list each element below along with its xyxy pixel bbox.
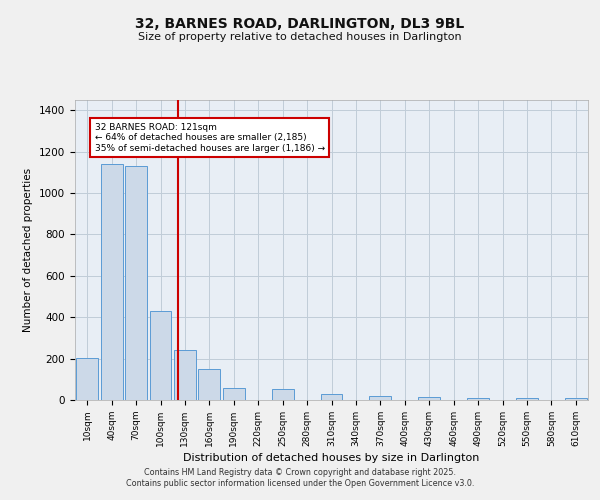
- X-axis label: Distribution of detached houses by size in Darlington: Distribution of detached houses by size …: [184, 453, 479, 463]
- Bar: [223, 388, 245, 400]
- Bar: [467, 398, 489, 400]
- Bar: [174, 350, 196, 400]
- Bar: [418, 397, 440, 400]
- Bar: [125, 166, 147, 400]
- Bar: [516, 398, 538, 400]
- Bar: [199, 369, 220, 400]
- Y-axis label: Number of detached properties: Number of detached properties: [23, 168, 34, 332]
- Text: 32, BARNES ROAD, DARLINGTON, DL3 9BL: 32, BARNES ROAD, DARLINGTON, DL3 9BL: [136, 18, 464, 32]
- Bar: [272, 388, 293, 400]
- Bar: [101, 164, 122, 400]
- Text: Contains HM Land Registry data © Crown copyright and database right 2025.
Contai: Contains HM Land Registry data © Crown c…: [126, 468, 474, 487]
- Bar: [565, 398, 587, 400]
- Bar: [320, 394, 343, 400]
- Text: 32 BARNES ROAD: 121sqm
← 64% of detached houses are smaller (2,185)
35% of semi-: 32 BARNES ROAD: 121sqm ← 64% of detached…: [95, 123, 325, 152]
- Bar: [76, 358, 98, 400]
- Text: Size of property relative to detached houses in Darlington: Size of property relative to detached ho…: [138, 32, 462, 42]
- Bar: [370, 396, 391, 400]
- Bar: [149, 311, 172, 400]
